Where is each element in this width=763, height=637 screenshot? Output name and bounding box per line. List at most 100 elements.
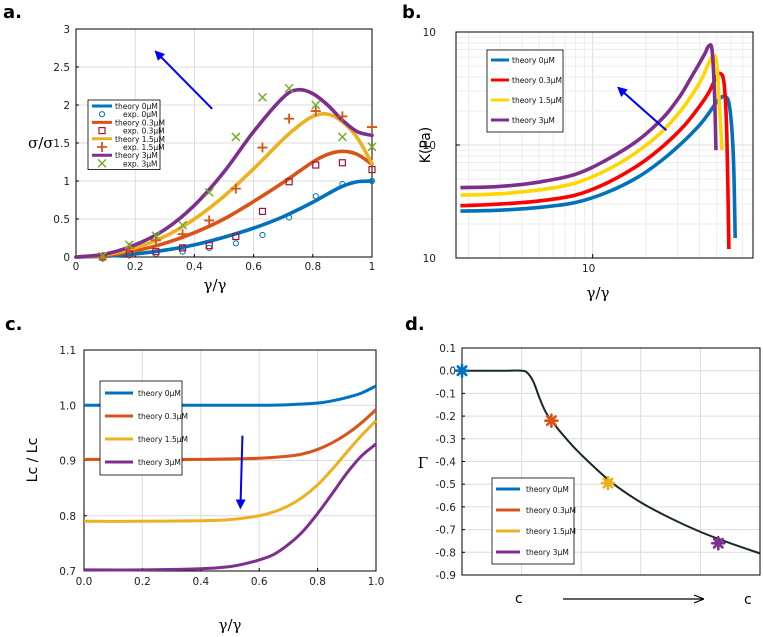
legend-box [486, 49, 564, 133]
x-tick-label: 0.4 [192, 576, 209, 588]
exp-point-0 [259, 231, 266, 239]
exp-point-1 [178, 244, 187, 252]
y-tick-label: 2 [63, 100, 70, 112]
exp-point-0 [286, 214, 293, 221]
x-tick-label: 0.2 [127, 261, 144, 273]
legend-label: theory 3μM [526, 548, 569, 557]
legend-label: exp. 3μM [123, 159, 157, 168]
exp-point-3 [178, 220, 188, 230]
axes-frame [461, 347, 761, 576]
exp-point-2 [337, 111, 348, 122]
legend-swatch [98, 111, 106, 118]
legend-box [99, 380, 183, 476]
y-axis-label: K(Pa) [418, 127, 434, 164]
panel-label-a: a. [3, 2, 22, 23]
y-tick-label: -0.1 [436, 388, 457, 400]
panel-c-chart: 0.0 0.2 0.4 0.6 0.8 1.0 0.7 0.8 0.9 1.0 1.1 theory … [25, 345, 384, 634]
exp-point-3 [231, 132, 241, 142]
exp-point-1 [312, 161, 320, 169]
y-tick-label: -0.6 [436, 502, 457, 514]
legend-swatch [97, 158, 107, 168]
x-tick-label: 1 [369, 261, 376, 273]
exp-point-2 [177, 229, 188, 240]
series-line-3 [83, 442, 377, 572]
legend-label: theory 3μM [512, 116, 555, 125]
exp-point-3 [257, 92, 268, 102]
y-tick-label: 1.0 [59, 400, 76, 412]
y-tick-label: -0.7 [436, 525, 457, 537]
exp-point-1 [232, 232, 240, 241]
legend-box [87, 99, 161, 170]
legend-label: theory 0.3μM [138, 412, 188, 421]
series-line-1 [84, 408, 378, 461]
y-tick-label: -0.3 [436, 434, 457, 446]
legend-label: theory 1.5μM [138, 435, 188, 444]
series-line-3 [460, 42, 718, 190]
x-tick-label: 0.8 [309, 576, 326, 588]
c-critical-label: c [515, 591, 523, 607]
y-tick-label: 0.9 [59, 456, 76, 468]
y-tick-label: -0.2 [436, 411, 457, 423]
series-line-2 [83, 419, 378, 523]
exp-point-1 [285, 178, 293, 186]
series-line-1 [460, 71, 731, 250]
exp-point-0 [368, 177, 376, 185]
y-tick-label: 1 [63, 176, 70, 188]
exp-point-2 [230, 183, 241, 194]
x-axis-label: γ/γ [587, 284, 610, 302]
legend-label: theory 0.3μM [512, 76, 562, 85]
series-line-1 [74, 149, 374, 259]
y-tick-label: 0 [63, 252, 70, 264]
exp-point-2 [367, 122, 377, 133]
x-axis-label: c [744, 592, 752, 608]
y-tick-label: -0.5 [436, 479, 457, 491]
y-axis-label: Γ [418, 454, 428, 472]
y-tick-label: 1.5 [53, 138, 70, 150]
exp-point-1 [338, 159, 346, 167]
legend-label: theory 0μM [526, 485, 569, 494]
x-tick-label: 10 [582, 263, 595, 275]
legend-label: theory 1.5μM [512, 96, 562, 105]
exp-point-3 [284, 83, 294, 93]
legend-label: exp. 0.3μM [123, 127, 165, 136]
y-tick-label: 10 [423, 27, 436, 39]
exp-point-3 [311, 100, 321, 110]
trend-arrow [235, 435, 246, 510]
y-tick-label: 3 [63, 24, 70, 36]
exp-point-2 [204, 215, 215, 226]
legend-label: theory 3μM [138, 458, 181, 467]
state-marker-0 [454, 363, 470, 378]
trend-arrow [154, 50, 213, 110]
x-tick-label: 0.0 [76, 576, 93, 588]
exp-point-0 [339, 180, 346, 188]
exp-point-1 [258, 207, 267, 215]
legend-swatch [98, 126, 106, 135]
y-tick-label: 1.1 [59, 345, 76, 357]
y-tick-label: -0.8 [436, 547, 457, 559]
legend-label: theory 1.5μM [526, 527, 576, 536]
exp-point-1 [368, 166, 376, 174]
legend-label: theory 0.3μM [526, 506, 576, 515]
x-tick-label: 0.8 [304, 261, 321, 273]
exp-point-1 [152, 248, 160, 256]
exp-point-3 [98, 251, 108, 261]
x-tick-label: 0.6 [245, 261, 262, 273]
exp-point-3 [337, 132, 347, 142]
y-tick-label: 0.7 [59, 566, 76, 578]
x-tick-label: 0 [73, 261, 80, 273]
panel-label-b: b. [402, 2, 422, 23]
exp-point-0 [179, 248, 186, 255]
x-tick-label: 0.2 [134, 576, 151, 588]
exp-point-0 [312, 193, 319, 200]
y-tick-label: 0.5 [53, 214, 70, 226]
legend-label: theory 3μM [115, 151, 158, 160]
legend-box [491, 477, 575, 565]
x-tick-label: 0.4 [186, 261, 203, 273]
state-marker-1 [544, 413, 559, 428]
legend-label: theory 0μM [115, 102, 158, 111]
y-tick-label: 0.1 [439, 343, 456, 355]
x-tick-label: 1.0 [368, 576, 385, 588]
trend-arrow [617, 86, 667, 132]
